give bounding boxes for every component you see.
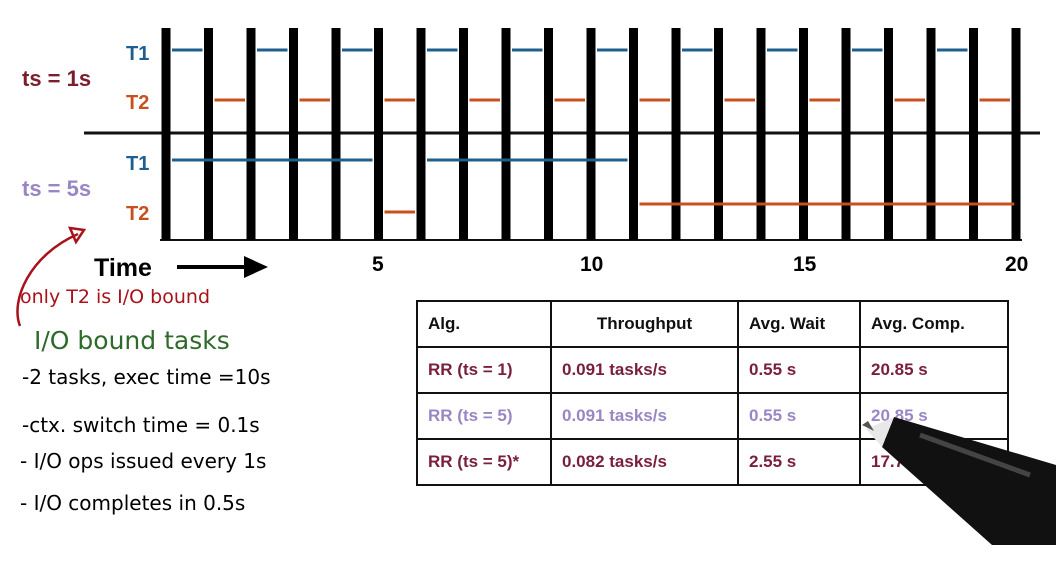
ts1-label: ts = 1s [22,66,91,91]
results-table: Alg. Throughput Avg. Wait Avg. Comp. RR … [416,300,1009,486]
t1-label-bottom: T1 [126,153,149,175]
ts5-label: ts = 5s [22,176,91,201]
cell-avg-wait: 0.55 s [737,392,861,440]
cell-avg-comp: 20.85 s [859,346,1009,394]
cell-alg: RR (ts = 5)* [416,438,552,486]
header-avg-wait: Avg. Wait [737,300,861,348]
header-alg: Alg. [416,300,552,348]
time-slice-bar [416,28,426,240]
time-slice-bar [544,28,553,240]
tick-label-5: 5 [372,253,384,276]
time-slice-bar [841,28,851,240]
table-row: RR (ts = 5) 0.091 tasks/s 0.55 s 20.85 s [416,392,1009,440]
note-line-2: -ctx. switch time = 0.1s [22,413,260,437]
annotation-arrowhead-icon [67,226,87,245]
header-avg-comp: Avg. Comp. [859,300,1009,348]
pen-icon [862,417,1056,545]
time-slice-bar [586,28,596,240]
time-slice-bar [926,28,936,240]
note-line-4: - I/O completes in 0.5s [20,491,245,515]
cell-throughput: 0.082 tasks/s [550,438,739,486]
time-slice-bar [1011,28,1021,240]
tick-label-20: 20 [1005,253,1028,276]
time-slice-bar [501,28,511,240]
note-line-1: -2 tasks, exec time =10s [22,365,271,389]
execution-segments [172,48,1015,214]
time-slice-bar [671,28,681,240]
time-slice-bar [374,28,383,240]
time-arrow-icon [177,256,268,278]
time-slice-bar [161,28,171,240]
header-throughput: Throughput [550,300,739,348]
note-green: I/O bound tasks [34,326,230,355]
table-row: RR (ts = 1) 0.091 tasks/s 0.55 s 20.85 s [416,346,1009,394]
t2-label-bottom: T2 [126,203,149,225]
time-slice-bar [629,28,638,240]
time-slice-bar [204,28,213,240]
cell-avg-wait: 2.55 s [737,438,861,486]
t2-label-top: T2 [126,92,149,114]
tick-label-15: 15 [793,253,817,276]
time-slice-bar [799,28,808,240]
time-slice-bar [969,28,978,240]
time-slice-bar [884,28,893,240]
time-slice-bar [331,28,341,240]
note-red: only T2 is I/O bound [20,286,210,308]
time-slice-bar [756,28,766,240]
cell-alg: RR (ts = 5) [416,392,552,440]
annotation-arrow-icon [16,232,79,327]
cell-alg: RR (ts = 1) [416,346,552,394]
time-slice-bar [246,28,256,240]
cell-throughput: 0.091 tasks/s [550,392,739,440]
cell-avg-wait: 0.55 s [737,346,861,394]
cell-throughput: 0.091 tasks/s [550,346,739,394]
time-slice-bar [714,28,723,240]
time-axis-label: Time [94,254,152,282]
tick-label-10: 10 [580,253,603,276]
note-line-3: - I/O ops issued every 1s [20,449,266,473]
table-header-row: Alg. Throughput Avg. Wait Avg. Comp. [416,300,1009,348]
t1-label-top: T1 [126,43,149,65]
time-slice-bars [161,28,1021,240]
time-slice-bar [289,28,298,240]
time-slice-bar [459,28,468,240]
